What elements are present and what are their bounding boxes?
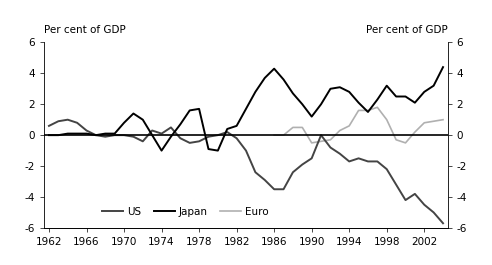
Text: Per cent of GDP: Per cent of GDP	[44, 25, 126, 35]
Text: Per cent of GDP: Per cent of GDP	[366, 25, 448, 35]
Legend: US, Japan, Euro: US, Japan, Euro	[98, 202, 273, 221]
